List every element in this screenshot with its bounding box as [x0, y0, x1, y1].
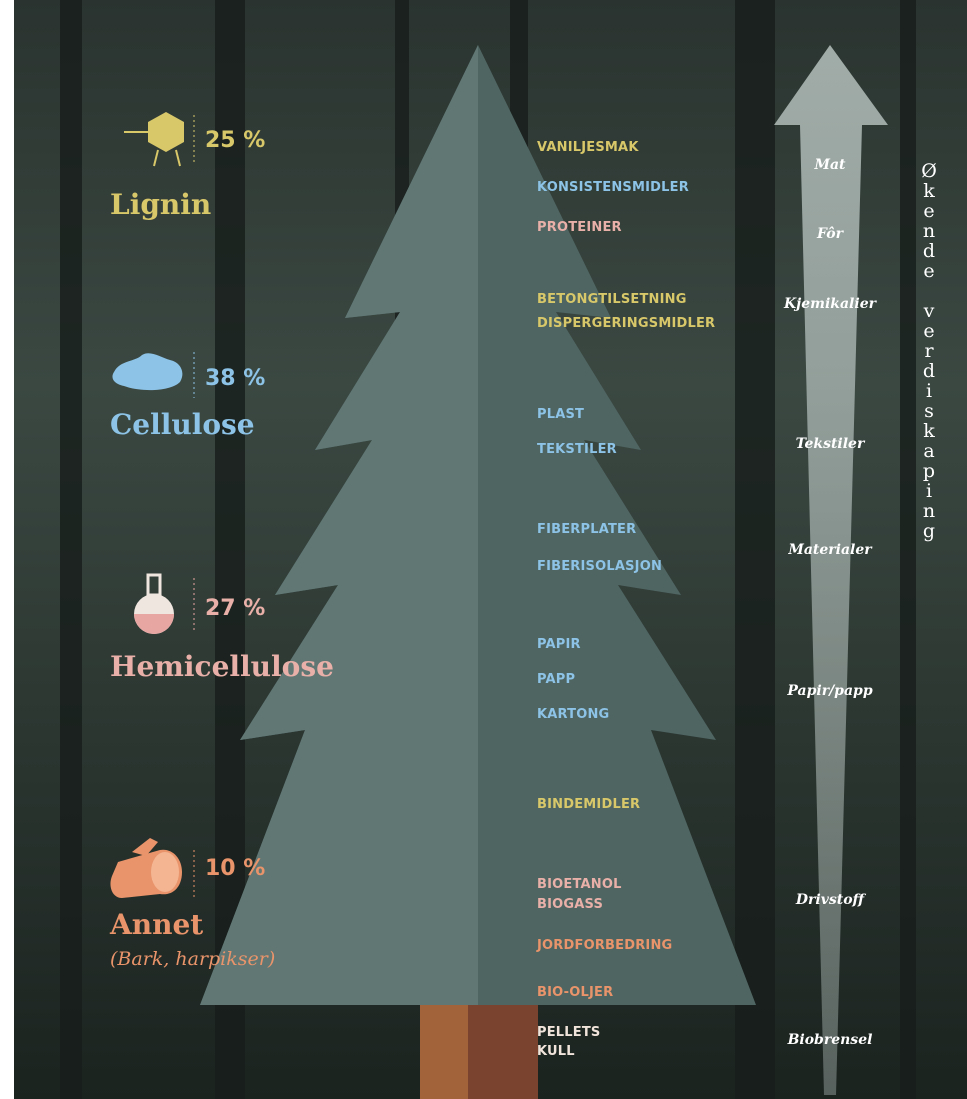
trunk-shade — [468, 1005, 538, 1099]
use-category: Mat — [814, 157, 845, 173]
product: PLAST — [537, 407, 584, 422]
product: KULL — [537, 1044, 575, 1059]
use-category: Drivstoff — [796, 892, 864, 908]
product: BINDEMIDLER — [537, 797, 640, 812]
product: KARTONG — [537, 707, 609, 722]
component-name: Lignin — [110, 188, 211, 221]
product: BIO-OLJER — [537, 985, 613, 1000]
product: KONSISTENSMIDLER — [537, 180, 689, 195]
component-name: Hemicellulose — [110, 650, 334, 683]
product: PAPIR — [537, 637, 581, 652]
product: BIOGASS — [537, 897, 603, 912]
use-category: Biobrensel — [788, 1032, 873, 1048]
product: PROTEINER — [537, 220, 622, 235]
product: DISPERGERINGSMIDLER — [537, 316, 715, 331]
infographic: Økende verdiskaping 25 % Lignin 38 % Cellul… — [0, 0, 967, 1099]
product: JORDFORBEDRING — [537, 938, 672, 953]
percent: 25 % — [205, 128, 265, 153]
product: BIOETANOL — [537, 877, 622, 892]
percent: 10 % — [205, 856, 265, 881]
use-category: Fôr — [817, 226, 843, 242]
product: PAPP — [537, 672, 575, 687]
arrow-label: Økende verdiskaping — [918, 160, 940, 540]
component-note: (Bark, harpikser) — [110, 948, 275, 970]
use-category: Tekstiler — [796, 436, 865, 452]
product: TEKSTILER — [537, 442, 617, 457]
percent: 27 % — [205, 596, 265, 621]
use-category: Papir/papp — [787, 683, 872, 699]
product: FIBERISOLASJON — [537, 559, 662, 574]
product: BETONGTILSETNING — [537, 292, 687, 307]
percent: 38 % — [205, 366, 265, 391]
product: PELLETS — [537, 1025, 601, 1040]
use-category: Materialer — [788, 542, 871, 558]
component-name: Annet — [110, 908, 203, 941]
product: FIBERPLATER — [537, 522, 636, 537]
component-name: Cellulose — [110, 408, 255, 441]
use-category: Kjemikalier — [784, 296, 876, 312]
product: VANILJESMAK — [537, 140, 639, 155]
trunk — [420, 1005, 468, 1099]
